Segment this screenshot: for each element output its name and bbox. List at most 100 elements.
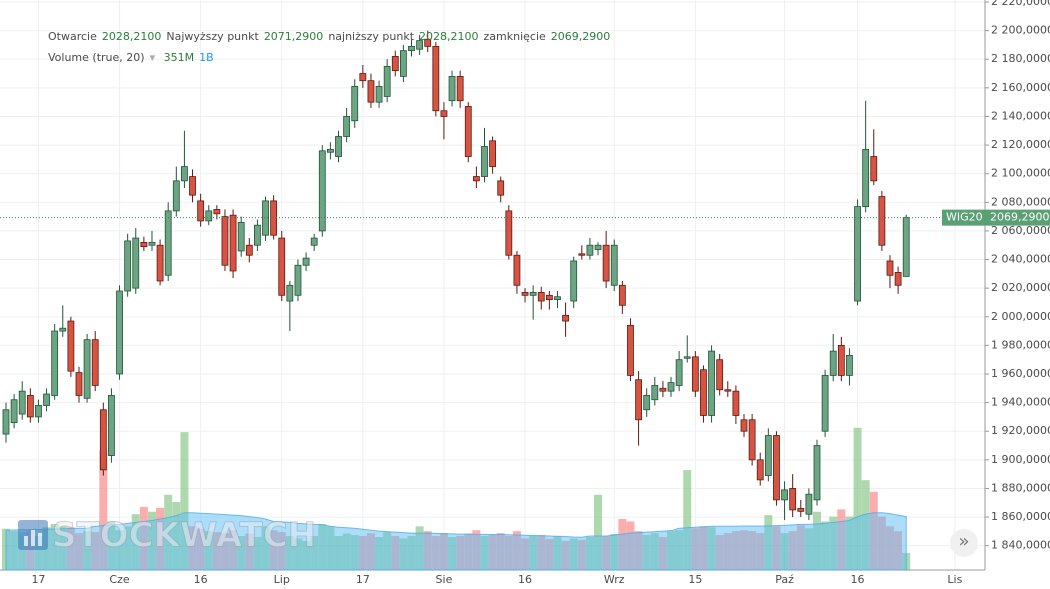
candle-body [586, 244, 594, 256]
candle-body [643, 395, 651, 411]
watermark-icon-bar [24, 536, 28, 546]
candle-body [821, 375, 829, 432]
candle-body [99, 409, 107, 471]
candle-body [740, 419, 748, 432]
candle-body [602, 244, 610, 282]
candle-body [91, 339, 99, 386]
candle-body [245, 244, 253, 256]
volume-bar [99, 450, 108, 570]
candle-body [837, 344, 845, 376]
legend-name: Otwarcie [48, 30, 97, 43]
candle-body [489, 140, 497, 167]
candle-body [416, 40, 424, 50]
candle-body [10, 399, 18, 424]
candle-body [399, 50, 407, 77]
candle-body [497, 180, 505, 196]
candle-body [440, 110, 448, 117]
candle-body [108, 395, 115, 456]
candle-body [505, 210, 513, 256]
candle-body [51, 330, 59, 396]
legend-arrow: ▾ [149, 51, 156, 64]
x-tick-label: 16 [851, 573, 865, 586]
candle-body [570, 260, 578, 302]
watermark-icon-bar [31, 530, 35, 546]
volume-value: 351M [163, 51, 195, 64]
legend-name: Najwyższy punkt [166, 30, 259, 43]
candle-body [667, 382, 675, 392]
symbol-label: WIG20 [946, 211, 983, 224]
watermark: STOCKWATCH [18, 515, 317, 556]
x-tick-label: 16 [194, 573, 208, 586]
x-tick-label: Wrz [604, 573, 625, 586]
y-tick-label: 2 020,0000 [991, 281, 1050, 294]
candle-body [432, 45, 440, 112]
candle-body [181, 166, 188, 182]
volume-bar [683, 469, 692, 570]
y-tick-label: 1 960,0000 [991, 367, 1050, 380]
candle-body [870, 156, 878, 182]
candle-body [513, 254, 521, 286]
candle-body [221, 216, 229, 266]
candle-body [205, 210, 213, 222]
candle-body [448, 76, 456, 102]
candle-body [659, 387, 667, 392]
candle-body [254, 224, 261, 246]
x-tick-label: Lip [274, 573, 290, 586]
x-tick-label: Cze [109, 573, 129, 586]
candle-body [627, 324, 634, 376]
candle-body [326, 148, 334, 153]
candle-body [132, 237, 140, 289]
x-tick-label: 16 [518, 573, 532, 586]
candle-body [140, 241, 148, 248]
candle-body [554, 296, 561, 300]
candle-body [286, 284, 294, 302]
candle-body [797, 508, 805, 512]
candle-body [886, 260, 894, 276]
candle-body [367, 80, 375, 103]
last-price-label: 2069,2900 [990, 211, 1050, 224]
candle-body [2, 409, 10, 435]
volume-ma-area [5, 512, 907, 571]
candle-body [237, 221, 245, 252]
legend-value: 2028,2100 [419, 30, 479, 43]
y-tick-label: 1 920,0000 [991, 424, 1050, 437]
watermark-text: STOCKWATCH [52, 516, 316, 556]
x-tick-label: 15 [688, 573, 702, 586]
candle-body [67, 320, 75, 372]
candle-body [335, 136, 342, 157]
candle-body [164, 210, 172, 276]
candle-body [456, 76, 464, 102]
y-tick-label: 2 060,0000 [991, 224, 1050, 237]
candle-body [148, 241, 156, 246]
x-tick-label: Paź [775, 573, 794, 586]
volume-ma-value: 1B [199, 51, 214, 64]
y-tick-label: 2 140,0000 [991, 109, 1050, 122]
x-tick-label: 17 [31, 573, 45, 586]
candle-body [383, 65, 391, 97]
candle-body [116, 290, 123, 375]
candle-body [651, 385, 659, 401]
legend-name: najniższy punkt [328, 30, 415, 43]
last-price-box [942, 209, 1050, 226]
x-tick-label: 17 [356, 573, 370, 586]
candle-body [756, 459, 764, 481]
y-tick-label: 1 980,0000 [991, 338, 1050, 351]
candle-body [578, 253, 586, 256]
candle-body [862, 148, 870, 207]
y-tick-label: 2 040,0000 [991, 253, 1050, 266]
candle-body [43, 393, 50, 406]
candle-body [773, 435, 780, 501]
volume-bar [180, 432, 189, 570]
y-tick-label: 1 900,0000 [991, 453, 1050, 466]
candle-body [635, 379, 642, 421]
candle-body [18, 390, 26, 415]
candle-body [691, 356, 699, 392]
candle-body [75, 372, 83, 396]
candle-body [83, 339, 91, 399]
y-tick-label: 2 200,0000 [991, 24, 1050, 37]
candle-body [748, 419, 756, 461]
candle-body [172, 180, 180, 212]
y-tick-label: 2 100,0000 [991, 167, 1050, 180]
y-tick-label: 2 160,0000 [991, 81, 1050, 94]
scroll-button[interactable]: » [950, 529, 978, 557]
